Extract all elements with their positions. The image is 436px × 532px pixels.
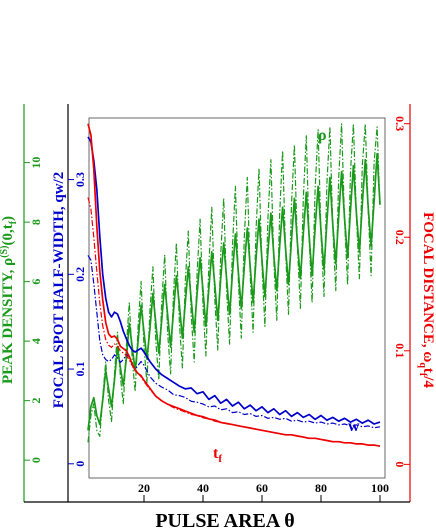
peak_density-tick-label: 4 <box>29 338 43 344</box>
series-tf-dashdot <box>87 197 381 447</box>
half-width-axis: 0 0.1 0.2 0.3 FOCAL SPOT HALF-WIDTH, qw/2 <box>51 104 87 502</box>
x-tick-label: 40 <box>197 481 209 495</box>
focal_distance-tick-label: 0.2 <box>393 230 407 245</box>
peak-density-axis: 0 2 4 6 8 10 PEAK DENSITY, ρ(S)(0,tf) <box>0 104 43 502</box>
x-tick-label: 20 <box>138 481 150 495</box>
x-tick-label: 100 <box>371 481 389 495</box>
series-tf-solid <box>87 123 381 448</box>
half-width-ticks: 0 0.1 0.2 0.3 <box>68 172 87 467</box>
peak_density-tick-label: 2 <box>29 398 43 404</box>
w-annotation: w <box>348 418 360 435</box>
peak-density-ticks: 0 2 4 6 8 10 <box>24 157 43 463</box>
series-rho-dashdot <box>87 123 381 443</box>
half_width-tick-label: 0.1 <box>73 362 87 377</box>
x-ticks: 20 40 60 80 100 <box>138 481 389 502</box>
x-tick-label: 60 <box>256 481 268 495</box>
peak_density-tick-label: 6 <box>29 279 43 285</box>
focal_distance-tick-label: 0.3 <box>393 116 407 131</box>
focal_distance-tick-label: 0.1 <box>393 343 407 358</box>
peak_density-tick-label: 10 <box>29 157 43 169</box>
half_width-tick-label: 0 <box>73 461 87 467</box>
x-axis-label: PULSE AREA θ <box>155 510 294 532</box>
plot-frame <box>88 117 386 479</box>
focal-distance-axis: 0 0.1 0.2 0.3 FOCAL DISTANCE, ωqtf/4 <box>393 104 436 502</box>
series-rho-solid <box>87 152 381 431</box>
half_width-tick-label: 0.2 <box>73 267 87 282</box>
series-w-dashdot <box>87 255 381 429</box>
half-width-axis-label: FOCAL SPOT HALF-WIDTH, qw/2 <box>51 172 67 408</box>
peak-density-axis-label: PEAK DENSITY, ρ(S)(0,tf) <box>0 216 19 384</box>
series-w-solid <box>87 136 381 425</box>
peak_density-tick-label: 8 <box>29 219 43 225</box>
peak_density-tick-label: 0 <box>29 457 43 463</box>
half_width-tick-label: 0.3 <box>73 172 87 187</box>
series-layer <box>87 123 381 448</box>
focal_distance-tick-label: 0 <box>393 461 407 467</box>
focal-distance-axis-label: FOCAL DISTANCE, ωqtf/4 <box>417 212 436 388</box>
rho-annotation: ρ <box>318 127 327 144</box>
x-axis: 20 40 60 80 100 PULSE AREA θ <box>24 481 410 532</box>
tf-annotation: tf <box>213 445 222 465</box>
focal-distance-ticks: 0 0.1 0.2 0.3 <box>393 116 410 467</box>
x-tick-label: 80 <box>315 481 327 495</box>
